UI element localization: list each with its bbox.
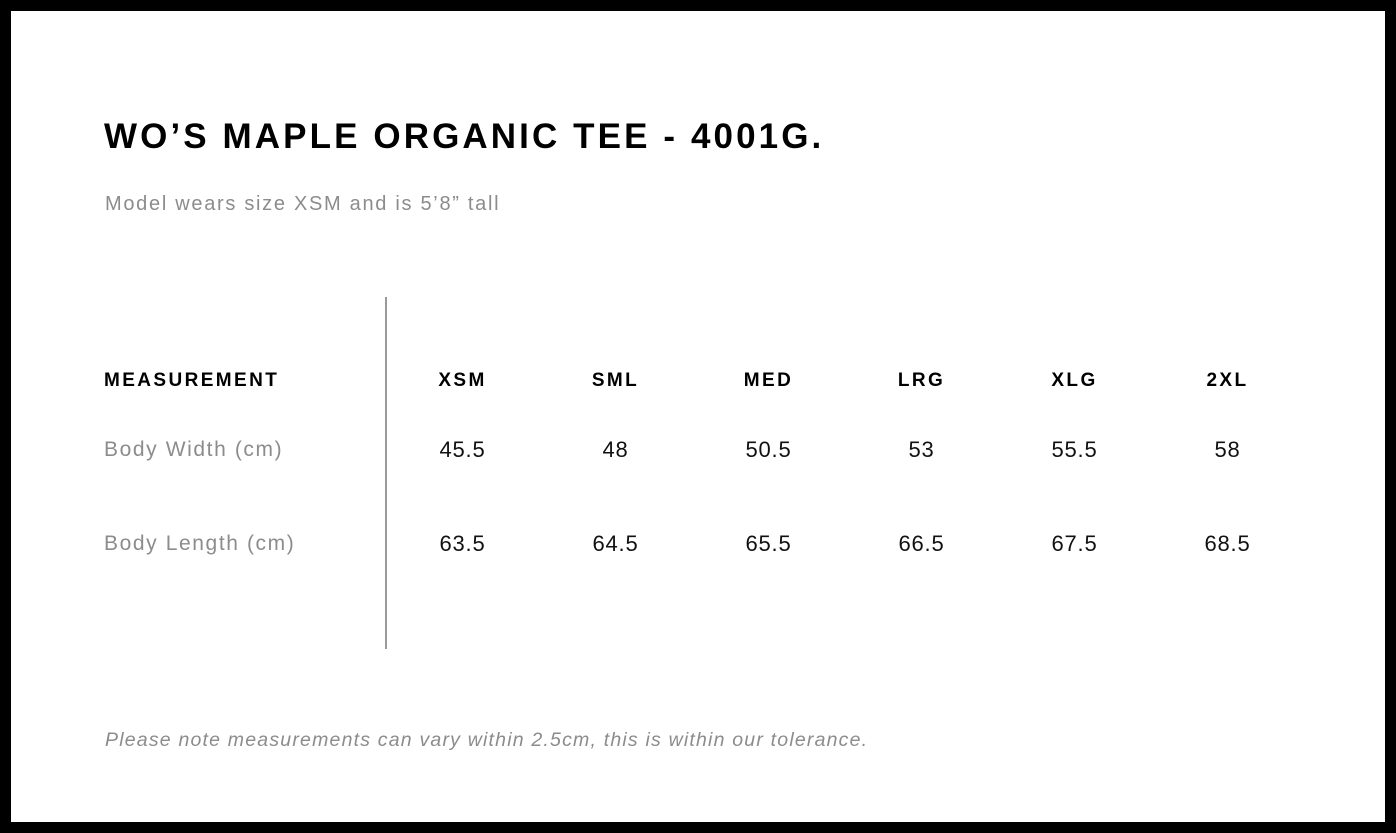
cell-body-length-xsm: 63.5 (439, 531, 486, 556)
column-header-lrg: LRG (897, 370, 946, 391)
cell-body-width-2xl: 58 (1214, 437, 1241, 462)
cell-body-width-xsm: 45.5 (439, 437, 486, 462)
cell-body-width-xlg: 55.5 (1051, 437, 1098, 462)
tolerance-footnote: Please note measurements can vary within… (105, 729, 869, 751)
cell-body-width-sml: 48 (602, 437, 629, 462)
size-chart-sheet: WO’S MAPLE ORGANIC TEE - 4001G. Model we… (11, 11, 1385, 822)
cell-body-length-sml: 64.5 (592, 531, 639, 556)
row-label-body-width: Body Width (cm) (104, 438, 284, 461)
cell-body-length-2xl: 68.5 (1204, 531, 1251, 556)
table-header-row: MEASUREMENT XSM SML MED LRG XLG 2XL (104, 359, 1304, 403)
table-row: Body Width (cm) 45.5 48 50.5 53 55.5 58 (104, 403, 1304, 497)
column-header-measurement: MEASUREMENT (104, 370, 280, 391)
size-measurement-table: MEASUREMENT XSM SML MED LRG XLG 2XL Body… (104, 359, 1304, 591)
row-label-body-length: Body Length (cm) (104, 532, 296, 555)
cell-body-width-med: 50.5 (745, 437, 792, 462)
column-header-sml: SML (591, 370, 640, 391)
cell-body-length-xlg: 67.5 (1051, 531, 1098, 556)
column-header-xlg: XLG (1051, 370, 1098, 391)
column-header-med: MED (743, 370, 794, 391)
cell-body-length-lrg: 66.5 (898, 531, 945, 556)
cell-body-length-med: 65.5 (745, 531, 792, 556)
cell-body-width-lrg: 53 (908, 437, 935, 462)
table-vertical-divider (385, 297, 387, 649)
column-header-xsm: XSM (438, 370, 487, 391)
table-row: Body Length (cm) 63.5 64.5 65.5 66.5 67.… (104, 497, 1304, 591)
column-header-2xl: 2XL (1206, 370, 1249, 391)
page-title: WO’S MAPLE ORGANIC TEE - 4001G. (104, 117, 825, 156)
model-fit-note: Model wears size XSM and is 5’8” tall (105, 193, 501, 215)
